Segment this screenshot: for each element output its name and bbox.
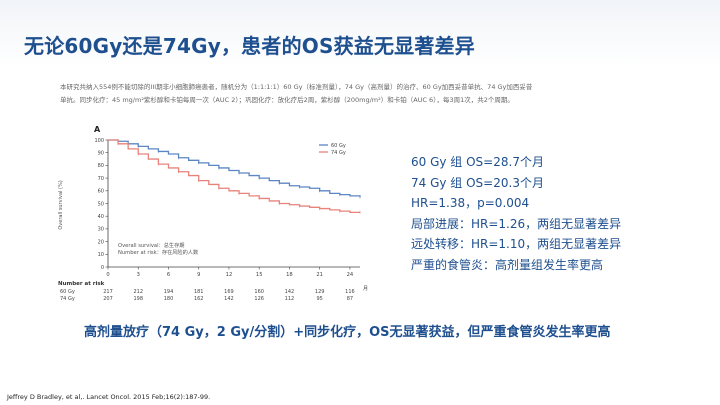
y-tick-label: 80 bbox=[98, 163, 104, 169]
at-risk-count: 129 bbox=[315, 289, 325, 295]
x-tick-label: 24 bbox=[347, 272, 354, 278]
at-risk-row-label-74gy: 74 Gy bbox=[60, 296, 75, 302]
result-esophagitis: 严重的食管炎：高剂量组发生率更高 bbox=[411, 257, 604, 272]
series-line-60gy bbox=[108, 139, 361, 198]
legend-label-74gy: 74 Gy bbox=[331, 150, 346, 156]
at-risk-count: 160 bbox=[254, 289, 264, 295]
at-risk-count: 112 bbox=[285, 296, 295, 302]
x-tick-label: 3 bbox=[137, 272, 140, 278]
at-risk-count: 116 bbox=[345, 289, 355, 295]
x-tick-label: 18 bbox=[286, 272, 293, 278]
survival-chart: A Overall survival (%) 01020304050607080… bbox=[58, 125, 368, 302]
result-os-60gy: 60 Gy 组 OS=28.7个月 bbox=[411, 155, 544, 169]
at-risk-count: 95 bbox=[316, 296, 322, 302]
y-tick-label: 30 bbox=[98, 227, 104, 233]
y-tick-label: 10 bbox=[98, 252, 104, 258]
at-risk-count: 217 bbox=[103, 289, 113, 295]
x-tick-label: 9 bbox=[197, 272, 200, 278]
y-tick-label: 70 bbox=[98, 176, 104, 182]
page-title: 无论60Gy还是74Gy，患者的OS获益无显著差异 bbox=[24, 34, 475, 58]
x-tick-label: 0 bbox=[106, 272, 109, 278]
conclusion: 高剂量放疗（74 Gy，2 Gy/分割）+同步化疗，OS无显著获益，但严重食管炎… bbox=[84, 325, 611, 340]
y-tick-label: 0 bbox=[101, 265, 104, 271]
description-line-1: 本研究共纳入554例不能切除的III期非小细胞肺癌患者，随机分为（1:1:1:1… bbox=[60, 83, 533, 91]
at-risk-count: 169 bbox=[224, 289, 234, 295]
panel-label: A bbox=[94, 125, 101, 134]
series-line-74gy bbox=[108, 139, 360, 214]
legend: 60 Gy 74 Gy bbox=[319, 143, 346, 156]
y-tick-label: 40 bbox=[98, 214, 104, 220]
at-risk-count: 142 bbox=[224, 296, 234, 302]
result-os-74gy: 74 Gy 组 OS=20.3个月 bbox=[411, 175, 544, 190]
y-tick-label: 50 bbox=[98, 201, 104, 207]
y-axis-label: Overall survival (%) bbox=[58, 180, 64, 229]
at-risk-count: 142 bbox=[285, 289, 295, 295]
description-line-2: 单抗。同步化疗：45 mg/m²紫杉醇和卡铂每周一次（AUC 2）；巩固化疗：放… bbox=[60, 96, 514, 104]
annotation-os: Overall survival：总生存期 bbox=[118, 241, 184, 249]
y-tick-label: 20 bbox=[98, 239, 104, 245]
x-unit-label: 月 bbox=[363, 286, 368, 292]
y-tick-label: 60 bbox=[98, 189, 104, 195]
at-risk-count: 87 bbox=[347, 296, 353, 302]
at-risk-count: 162 bbox=[194, 296, 204, 302]
at-risk-count: 198 bbox=[133, 296, 143, 302]
x-tick-label: 12 bbox=[226, 272, 233, 278]
y-tick-label: 100 bbox=[94, 138, 104, 144]
at-risk-count: 212 bbox=[133, 289, 143, 295]
at-risk-count: 181 bbox=[194, 289, 204, 295]
results-list: 60 Gy 组 OS=28.7个月 74 Gy 组 OS=20.3个月 HR=1… bbox=[411, 152, 621, 275]
study-description: 本研究共纳入554例不能切除的III期非小细胞肺癌患者，随机分为（1:1:1:1… bbox=[60, 81, 660, 107]
legend-label-60gy: 60 Gy bbox=[331, 143, 346, 149]
annotation-nar: Number at risk：存在风险的人数 bbox=[118, 248, 199, 256]
result-hr: HR=1.38，p=0.004 bbox=[411, 196, 530, 210]
x-tick-label: 6 bbox=[167, 272, 170, 278]
at-risk-count: 180 bbox=[164, 296, 174, 302]
y-tick-label: 90 bbox=[98, 151, 104, 157]
result-local-progression: 局部进展：HR=1.26，两组无显著差异 bbox=[411, 216, 622, 231]
x-tick-label: 21 bbox=[316, 272, 323, 278]
at-risk-count: 207 bbox=[103, 296, 113, 302]
result-distant-metastasis: 远处转移：HR=1.10，两组无显著差异 bbox=[411, 237, 622, 251]
number-at-risk-title: Number at risk bbox=[58, 281, 105, 287]
at-risk-row-label-60gy: 60 Gy bbox=[60, 289, 75, 295]
at-risk-count: 194 bbox=[164, 289, 174, 295]
title-bar bbox=[0, 0, 720, 68]
at-risk-count: 126 bbox=[254, 296, 264, 302]
citation: Jeffrey D Bradley, et al,. Lancet Oncol.… bbox=[7, 393, 211, 401]
x-tick-label: 15 bbox=[256, 272, 263, 278]
